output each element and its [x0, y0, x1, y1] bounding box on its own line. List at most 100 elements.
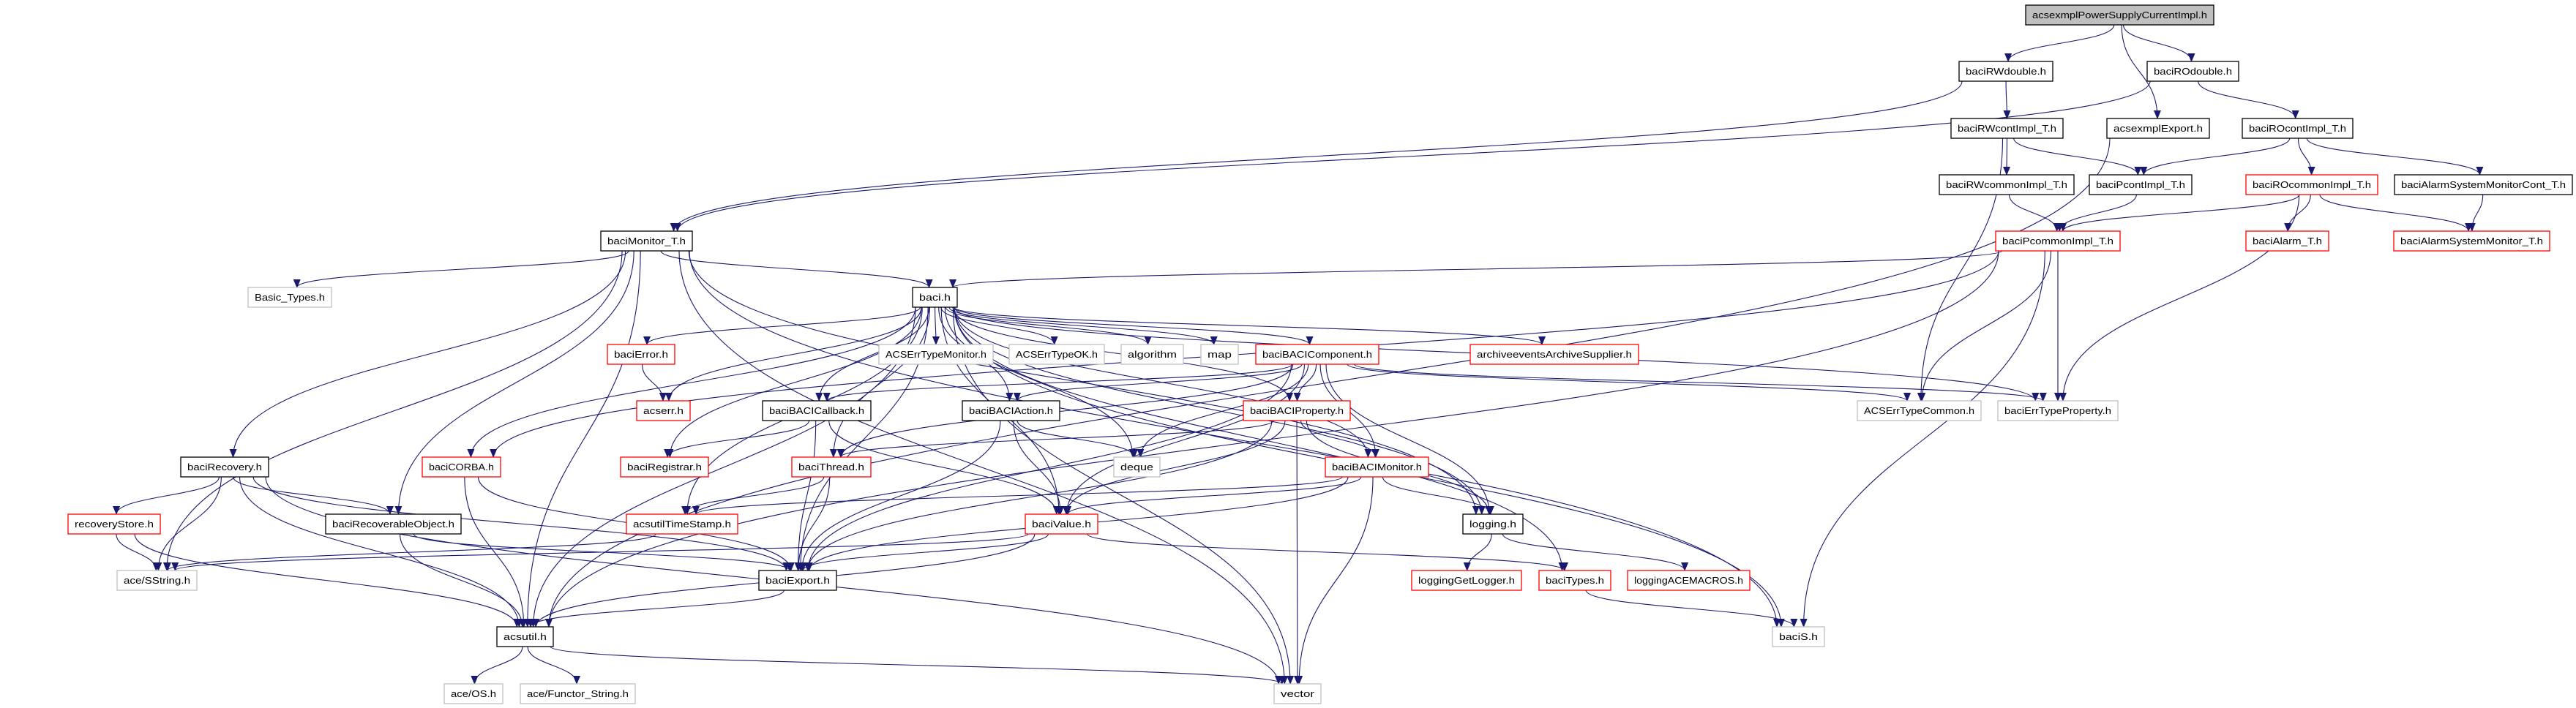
- node-label: baciRWcontImpl_T.h: [1958, 123, 2056, 134]
- node-root[interactable]: acsexmplPowerSupplyCurrentImpl.h: [2025, 4, 2214, 26]
- node-bacimonitor[interactable]: baciBACIMonitor.h: [1325, 456, 1429, 478]
- node-deque[interactable]: deque: [1113, 456, 1161, 478]
- node-label: acsutilTimeStamp.h: [633, 519, 731, 530]
- edge-types-to-bacis: [1585, 590, 1798, 628]
- node-aceos[interactable]: ace/OS.h: [443, 683, 503, 704]
- node-errprop[interactable]: baciErrTypeProperty.h: [1997, 400, 2119, 421]
- node-label: vector: [1281, 688, 1315, 699]
- node-box: [1120, 344, 1184, 365]
- node-label: ACSErrTypeMonitor.h: [886, 349, 986, 360]
- node-rwdouble[interactable]: baciRWdouble.h: [1958, 61, 2053, 82]
- node-label: ace/SString.h: [124, 575, 190, 586]
- edge-asmcont-to-asm: [2468, 194, 2484, 232]
- node-asm[interactable]: baciAlarmSystemMonitor_T.h: [2393, 230, 2550, 252]
- node-archive[interactable]: archiveeventsArchiveSupplier.h: [1469, 344, 1639, 365]
- node-asmcont[interactable]: baciAlarmSystemMonitorCont_T.h: [2394, 174, 2573, 195]
- node-timestamp[interactable]: acsutilTimeStamp.h: [626, 513, 738, 535]
- node-rwcommon[interactable]: baciRWcommonImpl_T.h: [1939, 174, 2075, 195]
- edge-recovery-to-acsutil: [239, 476, 523, 628]
- node-acserr[interactable]: acserr.h: [636, 400, 691, 421]
- node-basictypes[interactable]: Basic_Types.h: [247, 287, 332, 308]
- node-component[interactable]: baciBACIComponent.h: [1255, 344, 1379, 365]
- edge-bacimonitor-to-value: [1064, 476, 1362, 515]
- node-corba[interactable]: baciCORBA.h: [422, 456, 501, 478]
- node-property[interactable]: baciBACIProperty.h: [1243, 400, 1351, 421]
- edge-rwcont-to-pcont: [2013, 138, 2142, 176]
- edge-rocommon-to-pcommon: [2059, 194, 2300, 232]
- node-box: [791, 456, 872, 478]
- node-functor[interactable]: ace/Functor_String.h: [520, 683, 636, 704]
- node-label: baciRecovery.h: [187, 462, 262, 472]
- node-action[interactable]: baciBACIAction.h: [962, 400, 1060, 421]
- edge-component-to-callback: [823, 364, 1293, 402]
- node-errcommon[interactable]: ACSErrTypeCommon.h: [1857, 400, 1982, 421]
- node-thread[interactable]: baciThread.h: [791, 456, 872, 478]
- node-recobj[interactable]: baciRecoverableObject.h: [325, 513, 462, 535]
- node-errok[interactable]: ACSErrTypeOK.h: [1008, 344, 1105, 365]
- node-rocommon[interactable]: baciROcommonImpl_T.h: [2245, 174, 2378, 195]
- node-box: [762, 400, 872, 421]
- node-label: baciROcontImpl_T.h: [2249, 123, 2346, 134]
- node-rwcont[interactable]: baciRWcontImpl_T.h: [1950, 118, 2064, 139]
- node-acsutil[interactable]: acsutil.h: [496, 626, 554, 647]
- node-pcont[interactable]: baciPcontImpl_T.h: [2089, 174, 2193, 195]
- edge-pcommon-to-baci: [949, 250, 2002, 288]
- node-sstring[interactable]: ace/SString.h: [116, 570, 198, 591]
- node-errmonitor[interactable]: ACSErrTypeMonitor.h: [878, 344, 994, 365]
- node-box: [758, 570, 837, 591]
- node-types[interactable]: baciTypes.h: [1538, 570, 1611, 591]
- node-bacis[interactable]: baciS.h: [1772, 626, 1825, 647]
- edge-monitor_t-to-recobj: [394, 250, 634, 515]
- node-label: baciValue.h: [1032, 519, 1091, 530]
- node-baciexport[interactable]: baciExport.h: [758, 570, 837, 591]
- node-registrar[interactable]: baciRegistrar.h: [620, 456, 709, 478]
- node-callback[interactable]: baciBACICallback.h: [762, 400, 872, 421]
- edge-logging-to-getlogger: [1463, 533, 1492, 571]
- edge-monitor_t-to-sstring: [162, 250, 623, 571]
- node-label: baciTypes.h: [1546, 575, 1604, 586]
- node-label: baciBACIMonitor.h: [1332, 462, 1422, 472]
- node-rocont[interactable]: baciROcontImpl_T.h: [2242, 118, 2354, 139]
- node-algorithm[interactable]: algorithm: [1120, 344, 1184, 365]
- node-alarm[interactable]: baciAlarm_T.h: [2245, 230, 2329, 252]
- node-box: [1325, 456, 1429, 478]
- node-box: [2393, 230, 2550, 252]
- node-label: baciPcommonImpl_T.h: [2002, 236, 2113, 246]
- edge-action-to-value: [1013, 420, 1065, 515]
- edge-component-to-value: [1063, 364, 1306, 515]
- node-box: [1958, 61, 2053, 82]
- edge-rocommon-to-asm: [2319, 194, 2473, 232]
- node-bacierror[interactable]: baciError.h: [607, 344, 675, 365]
- node-rodouble[interactable]: baciROdouble.h: [2146, 61, 2239, 82]
- edge-component-to-action: [1014, 364, 1303, 402]
- edge-rwcommon-to-pcommon: [2008, 194, 2061, 232]
- node-label: baciBACICallback.h: [769, 405, 864, 416]
- node-recstore[interactable]: recoveryStore.h: [67, 513, 161, 535]
- edge-acsutil-to-aceos: [471, 646, 523, 685]
- node-baci[interactable]: baci.h: [912, 287, 958, 308]
- node-monitor_t[interactable]: baciMonitor_T.h: [600, 230, 693, 252]
- node-acemacros[interactable]: loggingACEMACROS.h: [1627, 570, 1751, 591]
- node-label: baciCORBA.h: [429, 462, 494, 472]
- edge-rocont-to-rocommon: [2297, 138, 2315, 176]
- node-box: [1243, 400, 1351, 421]
- node-box: [1462, 513, 1524, 535]
- node-recovery[interactable]: baciRecovery.h: [180, 456, 269, 478]
- edge-recovery-to-recstore: [113, 476, 220, 515]
- node-export[interactable]: acsexmplExport.h: [2106, 118, 2210, 139]
- node-getlogger[interactable]: loggingGetLogger.h: [1411, 570, 1522, 591]
- node-vector[interactable]: vector: [1273, 683, 1322, 704]
- node-box: [443, 683, 503, 704]
- node-label: baciRWcommonImpl_T.h: [1946, 179, 2067, 190]
- node-value[interactable]: baciValue.h: [1025, 513, 1098, 535]
- edge-root-to-export: [2121, 24, 2161, 119]
- edge-baciexport-to-acsutil: [527, 590, 785, 628]
- node-map[interactable]: map: [1200, 344, 1239, 365]
- node-box: [1627, 570, 1751, 591]
- edge-thread-to-baciexport: [794, 476, 831, 571]
- node-pcommon[interactable]: baciPcommonImpl_T.h: [1995, 230, 2121, 252]
- node-box: [878, 344, 994, 365]
- edge-value-to-types: [1087, 533, 1568, 571]
- node-logging[interactable]: logging.h: [1462, 513, 1524, 535]
- edge-callback-to-value: [828, 420, 1060, 515]
